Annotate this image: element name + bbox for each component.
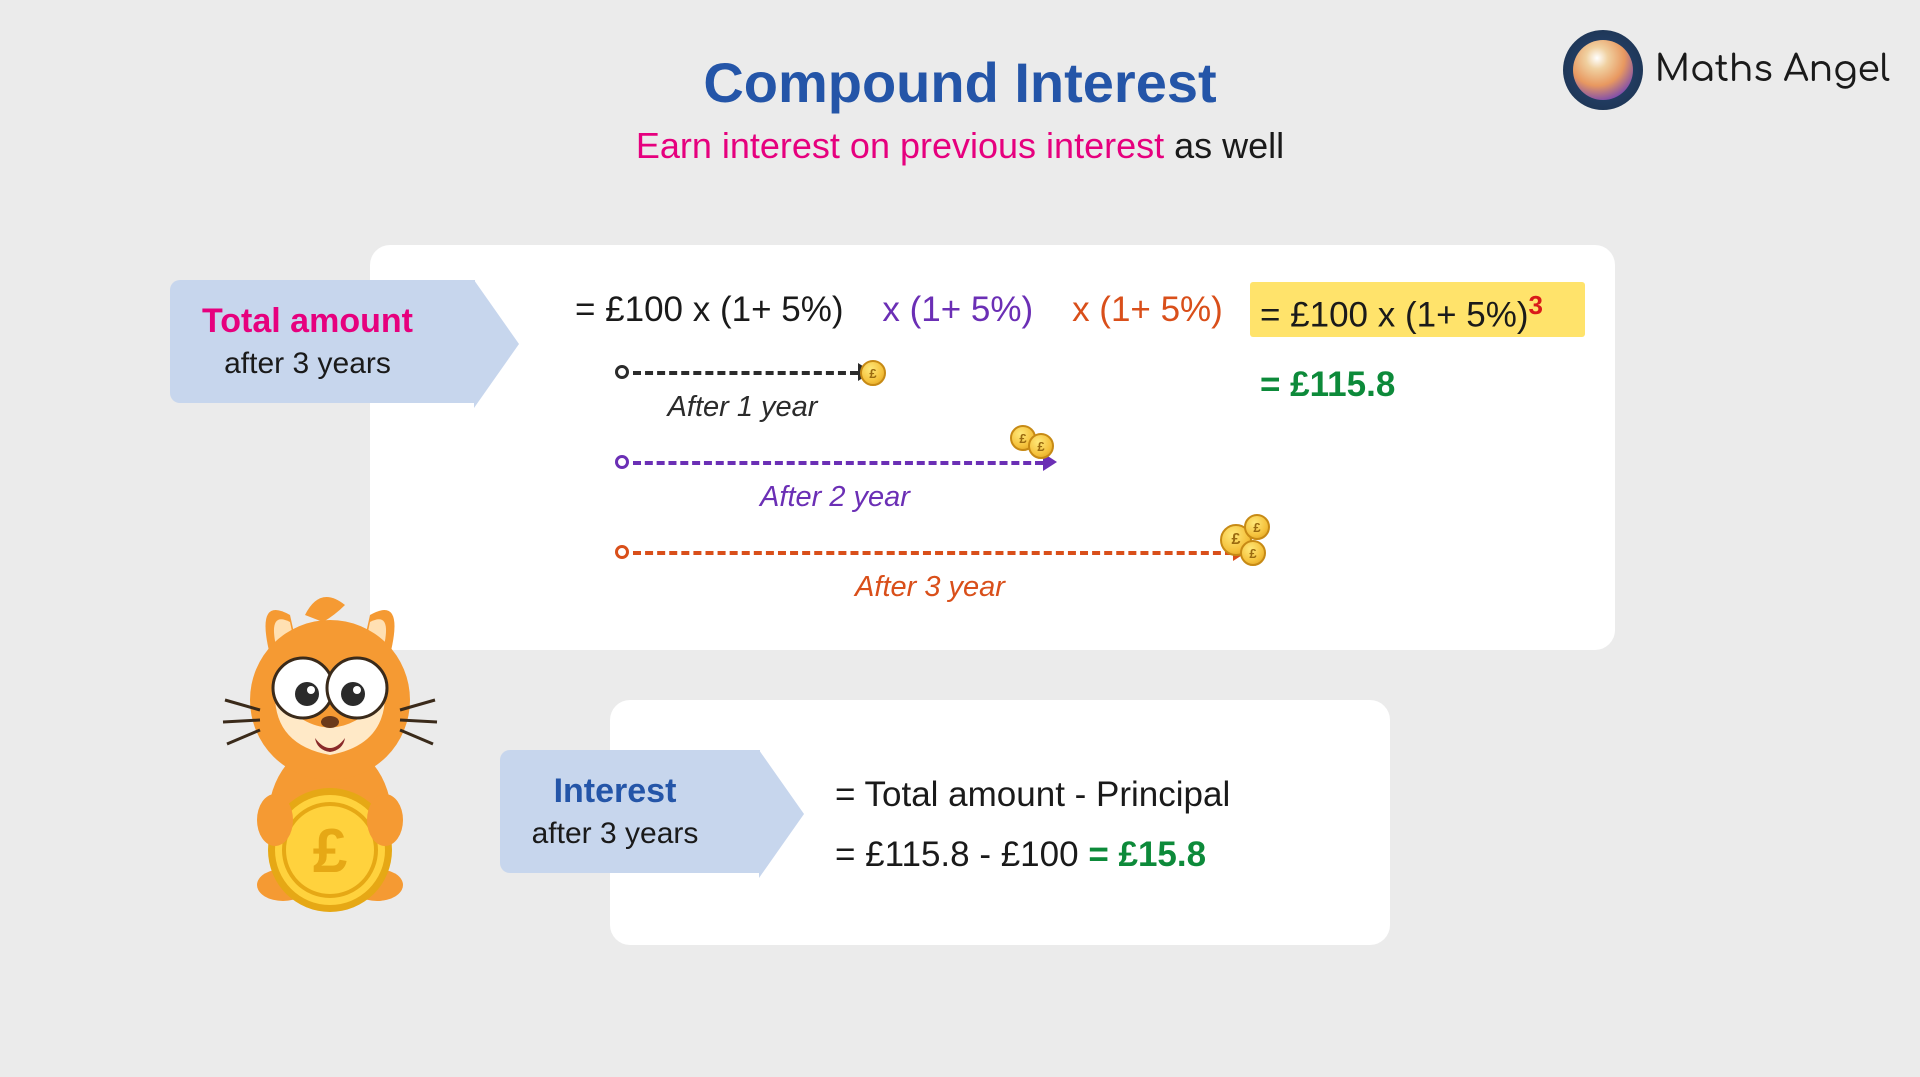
eq-mult-3: x (1+ 5%) bbox=[1072, 290, 1223, 329]
page-subtitle: Earn interest on previous interest as we… bbox=[0, 125, 1920, 167]
timeline-3-start-icon bbox=[615, 545, 629, 559]
timeline-1-line bbox=[633, 371, 858, 375]
total-amount-tag: Total amount after 3 years bbox=[170, 280, 475, 403]
tag1-title: Total amount bbox=[200, 302, 415, 341]
timeline-year-3: After 3 year bbox=[615, 545, 1245, 604]
timeline-year-2: After 2 year bbox=[615, 455, 1055, 514]
coin-icon: £ bbox=[1028, 433, 1054, 459]
eq-compact-prefix: = £100 x (1+ 5%) bbox=[1260, 296, 1529, 335]
equation-compact: = £100 x (1+ 5%)3 bbox=[1260, 290, 1543, 336]
coin-icon: £ bbox=[1240, 540, 1266, 566]
eq-base: = £100 x (1+ 5%) bbox=[575, 290, 844, 329]
equation-result: = £115.8 bbox=[1260, 365, 1395, 405]
cat-mascot-icon: £ bbox=[215, 560, 445, 920]
timeline-year-1: After 1 year bbox=[615, 365, 870, 424]
coin-icon: £ bbox=[860, 360, 886, 386]
interest-formula: = Total amount - Principal bbox=[835, 775, 1230, 815]
interest-calc-lhs: = £115.8 - £100 bbox=[835, 835, 1088, 874]
timeline-3-line bbox=[633, 551, 1233, 555]
timeline-2-start-icon bbox=[615, 455, 629, 469]
timeline-3-label: After 3 year bbox=[615, 571, 1245, 604]
tag2-title: Interest bbox=[530, 772, 700, 811]
timeline-2-line bbox=[633, 461, 1043, 465]
subtitle-rest: as well bbox=[1164, 125, 1284, 166]
equation-expanded: = £100 x (1+ 5%) x (1+ 5%) x (1+ 5%) bbox=[575, 290, 1223, 330]
timeline-2-label: After 2 year bbox=[615, 481, 1055, 514]
coin-icon: £ bbox=[1244, 514, 1270, 540]
brand-header: Maths Angel bbox=[1563, 30, 1890, 110]
brand-logo-icon bbox=[1563, 30, 1643, 110]
subtitle-highlight: Earn interest on previous interest bbox=[636, 125, 1164, 166]
interest-tag: Interest after 3 years bbox=[500, 750, 760, 873]
svg-text:£: £ bbox=[313, 817, 347, 886]
tag1-sub: after 3 years bbox=[200, 347, 415, 381]
eq-exponent: 3 bbox=[1529, 290, 1543, 320]
tag2-sub: after 3 years bbox=[530, 817, 700, 851]
brand-name: Maths Angel bbox=[1655, 50, 1890, 90]
timeline-1-start-icon bbox=[615, 365, 629, 379]
interest-calc: = £115.8 - £100 = £15.8 bbox=[835, 835, 1206, 875]
eq-mult-2: x (1+ 5%) bbox=[882, 290, 1033, 329]
timeline-1-label: After 1 year bbox=[615, 391, 870, 424]
interest-result: = £15.8 bbox=[1088, 835, 1206, 874]
